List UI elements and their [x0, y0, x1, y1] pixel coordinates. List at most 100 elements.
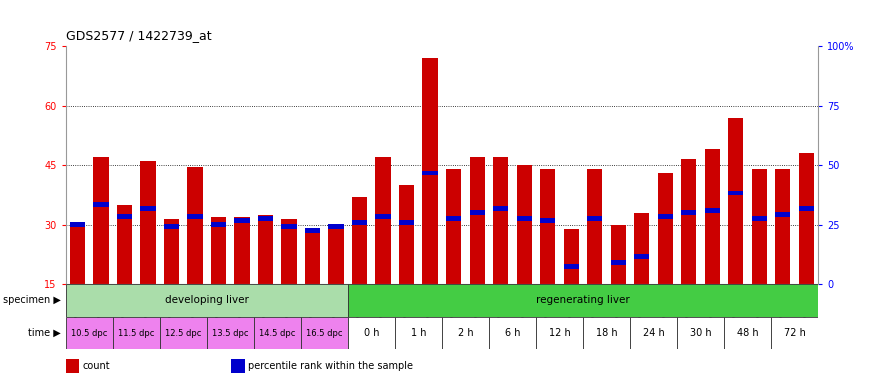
Bar [583, 317, 630, 349]
Bar [140, 161, 156, 284]
Bar [516, 165, 532, 284]
Bar [254, 317, 301, 349]
Bar [728, 190, 744, 195]
Text: 13.5 dpc: 13.5 dpc [212, 329, 248, 338]
Bar [587, 169, 602, 284]
Bar [399, 185, 414, 284]
Text: 30 h: 30 h [690, 328, 711, 338]
Bar [206, 317, 254, 349]
Bar [66, 359, 79, 373]
Bar [328, 224, 344, 229]
Bar [752, 169, 767, 284]
Bar [375, 157, 391, 284]
Bar [140, 206, 156, 211]
Bar [211, 222, 226, 227]
Bar [564, 264, 579, 269]
Bar [446, 169, 461, 284]
Text: developing liver: developing liver [164, 295, 248, 306]
Bar [704, 209, 720, 213]
Text: 12 h: 12 h [549, 328, 570, 338]
Bar [258, 216, 273, 221]
Bar [116, 214, 132, 219]
Bar [775, 212, 790, 217]
Bar [348, 317, 395, 349]
Bar [304, 228, 320, 284]
Text: time ▶: time ▶ [29, 328, 61, 338]
Text: 10.5 dpc: 10.5 dpc [71, 329, 108, 338]
Bar [231, 359, 245, 373]
Text: percentile rank within the sample: percentile rank within the sample [248, 361, 413, 371]
Bar [634, 254, 649, 259]
Bar [611, 260, 626, 265]
Bar [799, 153, 814, 284]
Bar [282, 224, 297, 229]
Bar [587, 216, 602, 221]
Bar [630, 317, 677, 349]
Bar [493, 206, 508, 211]
Bar [282, 219, 297, 284]
Bar [724, 317, 771, 349]
Text: specimen ▶: specimen ▶ [4, 295, 61, 306]
Bar [164, 219, 179, 284]
Bar [493, 157, 508, 284]
Bar [423, 170, 438, 175]
Bar [70, 222, 85, 227]
Text: 1 h: 1 h [410, 328, 426, 338]
Bar [728, 118, 744, 284]
Bar [301, 317, 348, 349]
Bar [160, 317, 206, 349]
Bar [187, 167, 203, 284]
Bar [704, 149, 720, 284]
Bar [116, 205, 132, 284]
Bar [611, 225, 626, 284]
Bar [348, 284, 818, 317]
Text: GDS2577 / 1422739_at: GDS2577 / 1422739_at [66, 29, 211, 42]
Bar [677, 317, 724, 349]
Bar [211, 217, 226, 284]
Text: 72 h: 72 h [784, 328, 806, 338]
Bar [658, 173, 673, 284]
Bar [328, 225, 344, 284]
Bar [536, 317, 583, 349]
Bar [304, 228, 320, 233]
Bar [234, 217, 249, 284]
Bar [94, 202, 108, 207]
Bar [395, 317, 442, 349]
Text: 14.5 dpc: 14.5 dpc [259, 329, 296, 338]
Text: 2 h: 2 h [458, 328, 473, 338]
Bar [94, 157, 108, 284]
Bar [540, 169, 556, 284]
Bar [399, 220, 414, 225]
Bar [66, 284, 348, 317]
Bar [470, 157, 485, 284]
Text: count: count [82, 361, 109, 371]
Bar [752, 216, 767, 221]
Bar [375, 214, 391, 219]
Bar [799, 206, 814, 211]
Bar [187, 214, 203, 219]
Bar [234, 218, 249, 223]
Text: 12.5 dpc: 12.5 dpc [165, 329, 201, 338]
Text: 16.5 dpc: 16.5 dpc [306, 329, 342, 338]
Bar [70, 223, 85, 284]
Bar [564, 228, 579, 284]
Bar [113, 317, 160, 349]
Bar [442, 317, 489, 349]
Bar [658, 214, 673, 219]
Bar [66, 317, 113, 349]
Text: regenerating liver: regenerating liver [536, 295, 630, 306]
Bar [352, 197, 367, 284]
Text: 24 h: 24 h [642, 328, 664, 338]
Bar [489, 317, 536, 349]
Bar [681, 210, 696, 215]
Bar [470, 210, 485, 215]
Bar [258, 215, 273, 284]
Bar [771, 317, 818, 349]
Bar [634, 213, 649, 284]
Text: 6 h: 6 h [505, 328, 520, 338]
Bar [775, 169, 790, 284]
Bar [516, 216, 532, 221]
Text: 48 h: 48 h [737, 328, 759, 338]
Text: 0 h: 0 h [364, 328, 379, 338]
Bar [352, 220, 367, 225]
